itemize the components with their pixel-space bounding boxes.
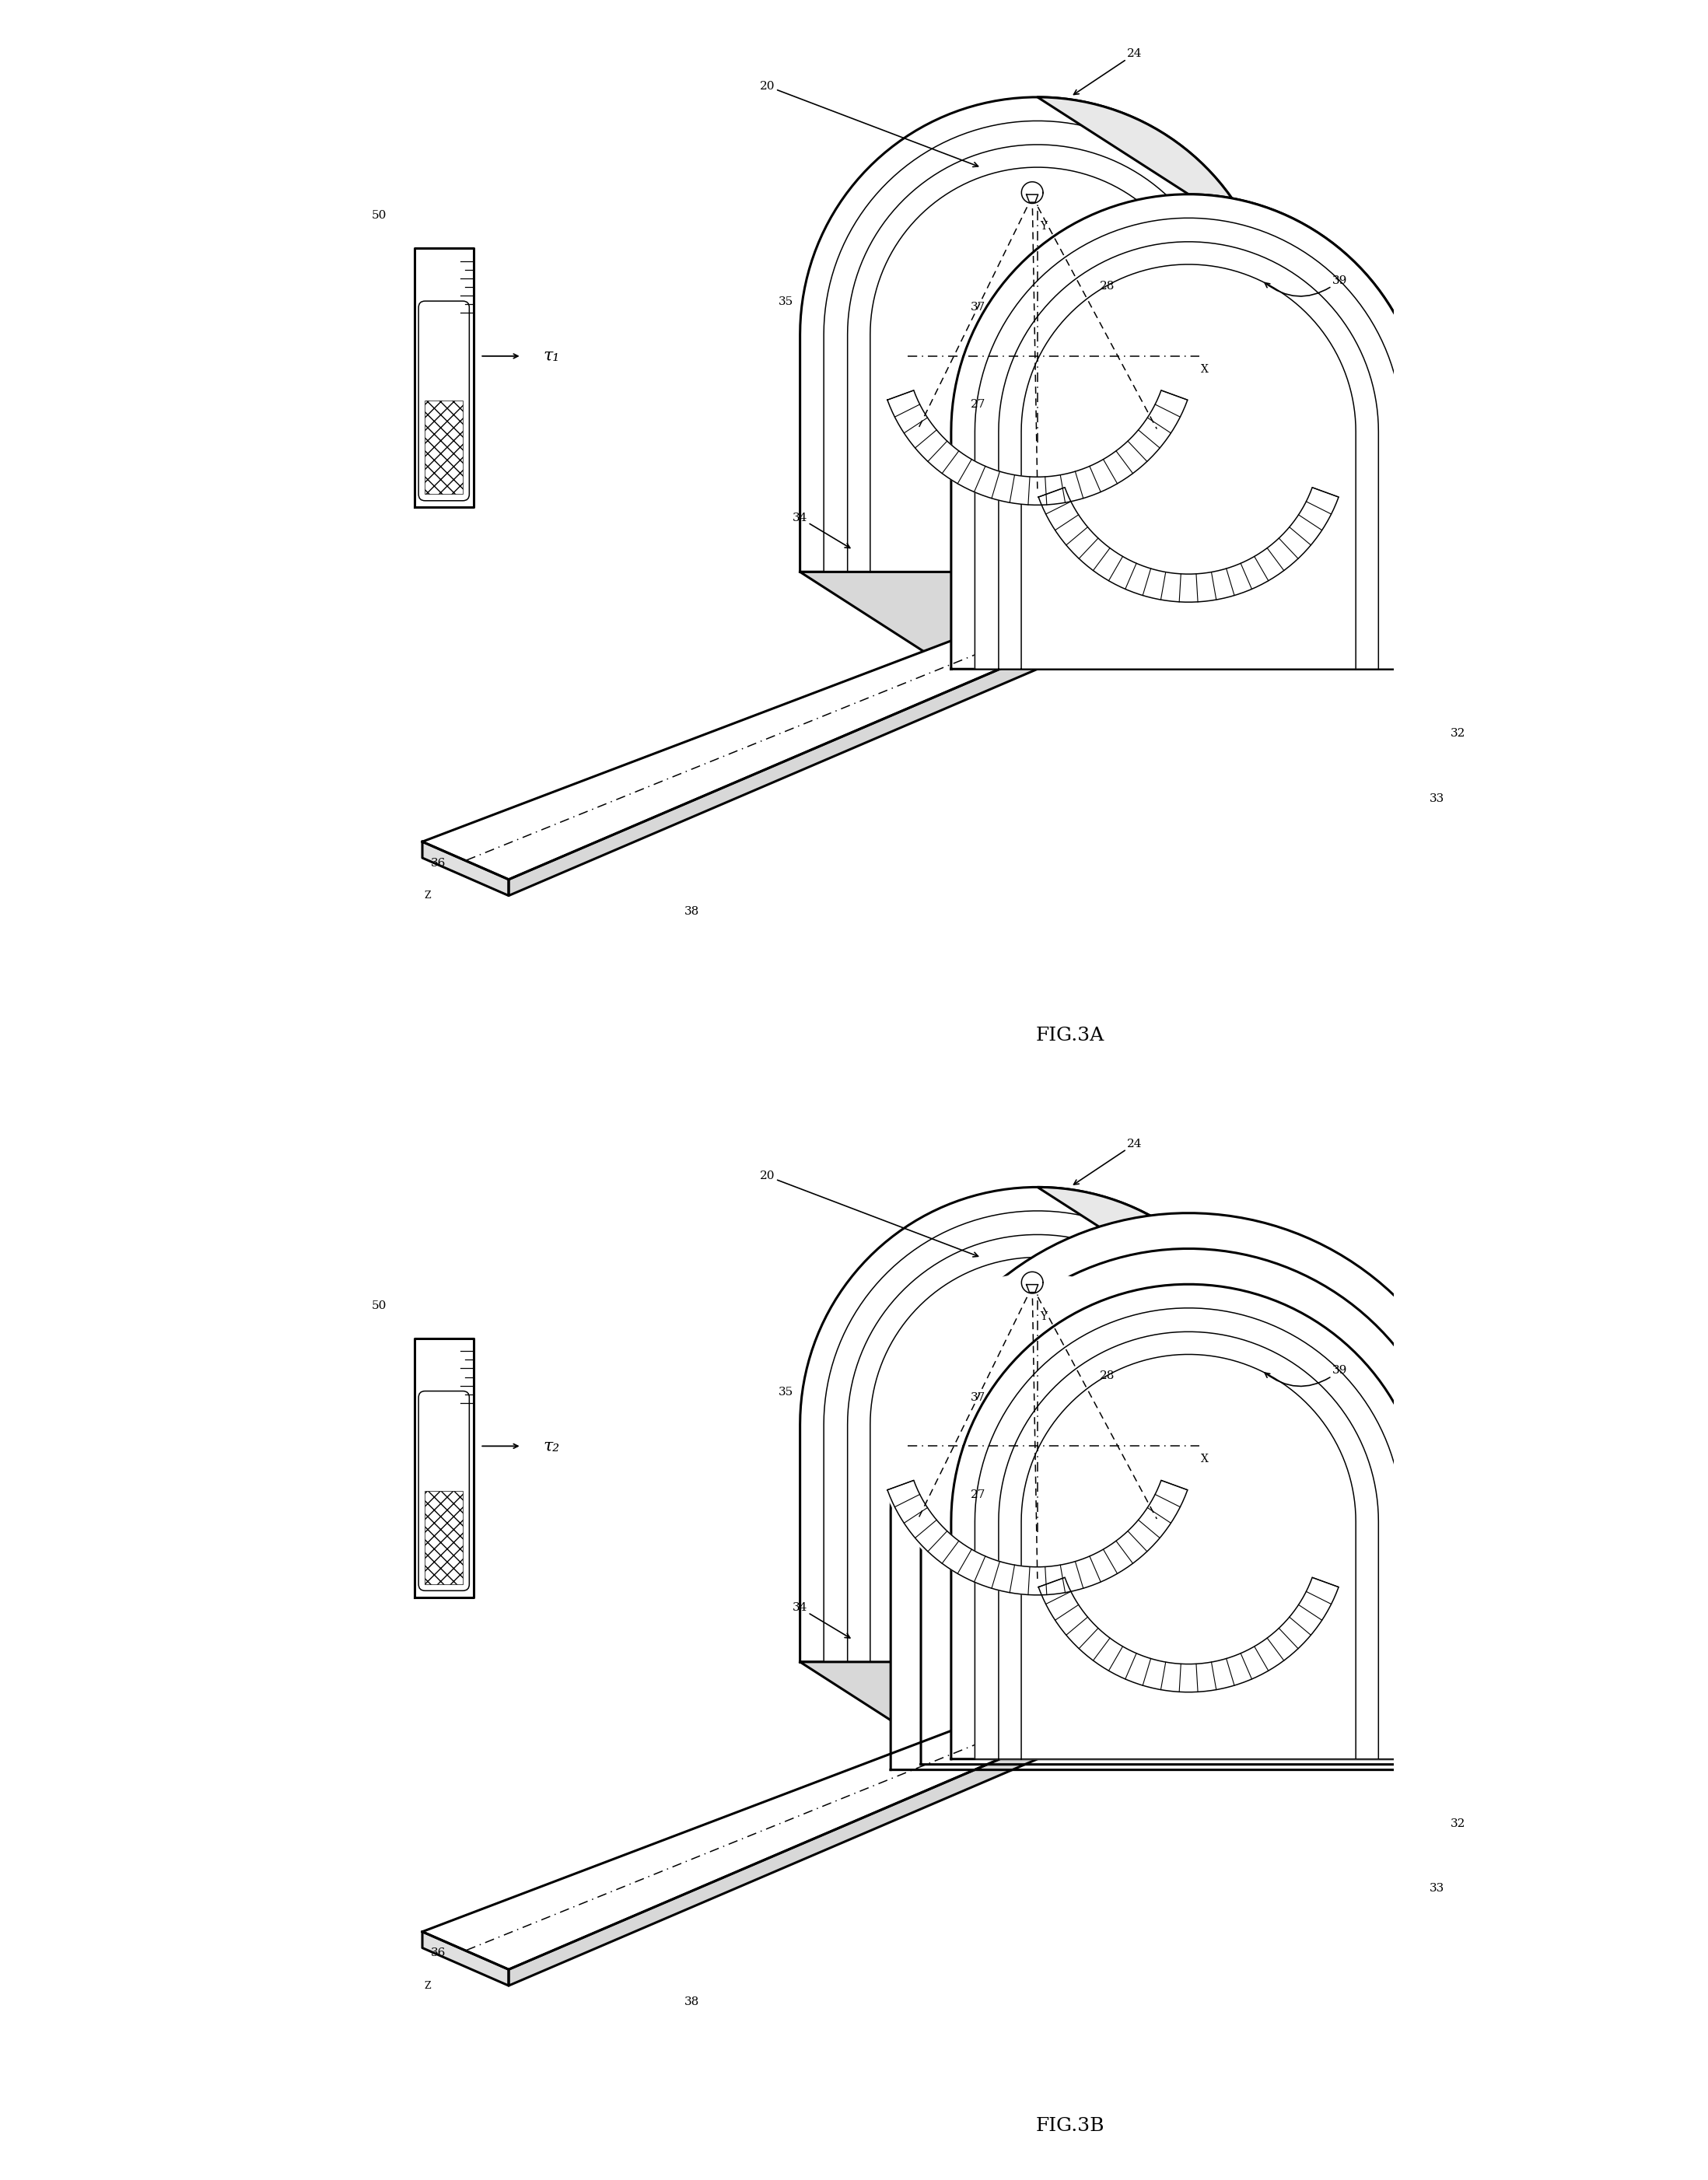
Polygon shape	[888, 1480, 1187, 1596]
Text: 20: 20	[760, 81, 979, 168]
Polygon shape	[975, 218, 1402, 669]
Text: 39: 39	[1264, 275, 1348, 296]
Text: 36: 36	[430, 859, 446, 868]
Text: 28: 28	[1100, 1371, 1115, 1382]
Polygon shape	[1021, 181, 1044, 203]
Polygon shape	[999, 242, 1378, 669]
Text: 32: 32	[1450, 728, 1465, 739]
Polygon shape	[869, 168, 1204, 571]
Polygon shape	[1038, 488, 1339, 602]
Text: 36: 36	[430, 1949, 446, 1958]
Text: 35: 35	[779, 296, 794, 307]
Text: τ₂: τ₂	[543, 1437, 560, 1454]
Polygon shape	[823, 1210, 1252, 1661]
Text: 34: 34	[793, 512, 851, 547]
Text: 35: 35	[779, 1386, 794, 1397]
Polygon shape	[888, 390, 1187, 506]
Polygon shape	[799, 1188, 1274, 1661]
Text: FIG.3A: FIG.3A	[1035, 1027, 1103, 1044]
Text: Y: Y	[1040, 1310, 1047, 1321]
Polygon shape	[1038, 1578, 1339, 1692]
Text: Z: Z	[424, 1982, 430, 1990]
Text: 34: 34	[793, 1602, 851, 1637]
Polygon shape	[799, 1661, 1426, 1759]
Polygon shape	[951, 194, 1426, 669]
Polygon shape	[1037, 98, 1426, 432]
Polygon shape	[951, 1284, 1426, 1759]
Text: 37: 37	[970, 303, 986, 314]
Text: 38: 38	[685, 907, 700, 918]
Polygon shape	[876, 1273, 1199, 1598]
Text: 27: 27	[970, 1489, 986, 1500]
Text: 28: 28	[1100, 281, 1115, 292]
Text: 27: 27	[970, 399, 986, 410]
Polygon shape	[1027, 194, 1038, 203]
Polygon shape	[1021, 1271, 1044, 1293]
Polygon shape	[422, 1727, 1037, 1969]
Text: 38: 38	[685, 1997, 700, 2008]
Polygon shape	[890, 1212, 1486, 1770]
Text: 33: 33	[1430, 1884, 1445, 1894]
Polygon shape	[869, 1258, 1204, 1661]
Polygon shape	[847, 1234, 1228, 1661]
Text: Y: Y	[1040, 220, 1047, 231]
Text: 20: 20	[760, 1171, 979, 1258]
Text: FIG.3B: FIG.3B	[1035, 2117, 1105, 2134]
FancyBboxPatch shape	[418, 1391, 470, 1591]
Polygon shape	[847, 144, 1228, 571]
Polygon shape	[422, 637, 1037, 879]
Text: 50: 50	[372, 211, 386, 220]
Text: X: X	[1201, 1454, 1209, 1465]
Text: τ₁: τ₁	[543, 347, 560, 364]
Text: Z: Z	[424, 892, 430, 900]
Polygon shape	[1021, 1354, 1356, 1759]
Polygon shape	[1037, 1188, 1426, 1522]
Polygon shape	[1021, 264, 1356, 669]
Polygon shape	[921, 1249, 1457, 1764]
Text: 39: 39	[1264, 1365, 1348, 1386]
Polygon shape	[975, 1308, 1402, 1759]
Text: 37: 37	[970, 1393, 986, 1404]
Polygon shape	[415, 249, 473, 508]
Polygon shape	[422, 1931, 509, 1986]
Text: 24: 24	[1074, 48, 1143, 94]
Polygon shape	[509, 1742, 1037, 1986]
Polygon shape	[799, 571, 1426, 669]
Text: 32: 32	[1450, 1818, 1465, 1829]
Polygon shape	[1027, 281, 1351, 604]
Polygon shape	[876, 183, 1199, 508]
Bar	[425, 401, 463, 495]
FancyBboxPatch shape	[418, 301, 470, 501]
Polygon shape	[999, 1332, 1378, 1759]
Polygon shape	[799, 98, 1274, 571]
Bar	[425, 1491, 463, 1585]
Polygon shape	[1027, 1284, 1038, 1293]
Polygon shape	[415, 1339, 473, 1598]
Polygon shape	[823, 120, 1252, 571]
Text: 24: 24	[1074, 1138, 1143, 1184]
Text: 50: 50	[372, 1301, 386, 1310]
Text: 33: 33	[1430, 794, 1445, 804]
Polygon shape	[422, 841, 509, 896]
Polygon shape	[509, 652, 1037, 896]
Text: X: X	[1201, 364, 1209, 375]
Polygon shape	[1274, 1424, 1426, 1759]
Polygon shape	[1274, 334, 1426, 669]
Polygon shape	[1027, 1371, 1351, 1694]
